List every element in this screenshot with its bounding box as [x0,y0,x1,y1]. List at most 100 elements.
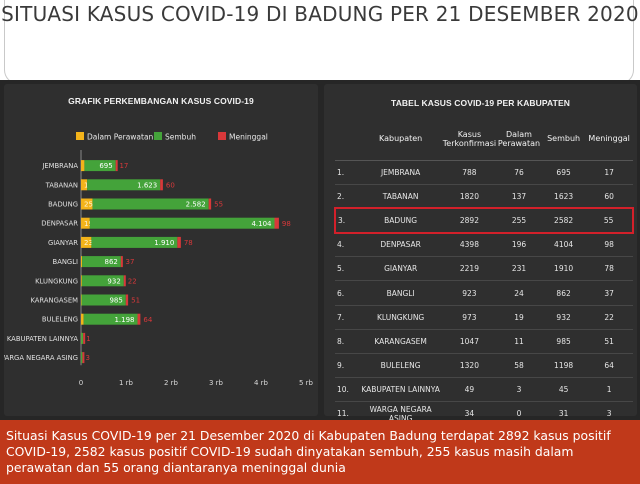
bar-value-label: 4.104 [251,220,272,228]
category-label: GIANYAR [48,239,78,247]
bar-value-label: 932 [107,277,120,285]
cell-kabupaten: JEMBRANA [358,160,443,185]
table-row: 10. KABUPATEN LAINNYA 49 3 45 1 [335,377,633,403]
bar-segment [81,198,93,210]
cell-deaths: 60 [585,184,633,209]
table-title: TABEL KASUS COVID-19 PER KABUPATEN [391,98,570,108]
bar-segment [89,217,275,229]
cell-in-care: 58 [496,353,542,379]
cell-recovered: 695 [541,160,586,185]
cell-kabupaten: BULELENG [358,353,443,379]
cell-deaths: 78 [585,256,633,282]
cell-deaths: 17 [585,160,633,185]
bar-segment [82,256,121,268]
x-tick-label: 0 [79,379,83,387]
cell-recovered: 45 [541,377,586,403]
caption-text: Situasi Kasus COVID-19 per 21 Desember 2… [6,428,611,475]
x-tick-label: 1 rb [119,379,134,387]
table-row: 6. BANGLI 923 24 862 37 [335,280,633,306]
cell-confirmed: 4398 [442,232,497,258]
cell-no: 7. [335,305,359,330]
bar-chart: Dalam PerawatanSembuhMeninggalJEMBRANA76… [4,132,314,387]
cell-kabupaten: TABANAN [358,184,443,209]
table-row: 1. JEMBRANA 788 76 695 17 [335,160,633,185]
legend-swatch [154,132,162,140]
cell-no: 2. [335,184,359,209]
cell-recovered: 1623 [541,184,586,209]
cell-no: 6. [335,280,359,306]
cell-deaths: 64 [585,353,633,379]
cell-no: 4. [335,232,359,258]
cell-in-care: 196 [496,232,542,258]
cell-in-care: 137 [496,184,542,209]
x-tick-label: 2 rb [164,379,179,387]
bar-segment [82,352,85,364]
bar-segment [83,332,86,344]
cell-no: 3. [333,207,359,234]
table-row: 2. TABANAN 1820 137 1623 60 [335,184,633,209]
table-row: 9. BULELENG 1320 58 1198 64 [335,353,633,379]
bar-segment [115,160,118,172]
cell-in-care: 76 [496,160,542,185]
table-row: 4. DENPASAR 4398 196 4104 98 [335,232,633,258]
bar-segment [177,236,181,248]
cell-no: 10. [335,377,359,403]
bar-segment [81,313,84,325]
category-label: KLUNGKUNG [35,277,78,285]
bar-segment [81,332,84,344]
cell-no: 5. [335,256,359,282]
header-no [335,118,359,161]
table-row: 8. KARANGASEM 1047 11 985 51 [335,329,633,355]
cell-in-care: 24 [496,280,542,306]
bar-segment [81,217,90,229]
cell-recovered: 1910 [541,256,586,282]
cell-deaths: 98 [585,232,633,258]
x-tick-label: 5 rb [299,379,314,387]
bar-value-label: 64 [143,316,152,324]
category-label: DENPASAR [41,220,78,228]
cell-confirmed: 788 [442,160,497,185]
table-row: 7. KLUNGKUNG 973 19 932 22 [335,305,633,330]
chart-title: GRAFIK PERKEMBANGAN KASUS COVID-19 [68,96,254,106]
cell-recovered: 4104 [541,232,586,258]
cell-deaths: 22 [585,305,633,330]
cell-confirmed: 973 [442,305,497,330]
bar-segment [81,294,82,306]
cell-kabupaten: KLUNGKUNG [358,305,443,330]
page-title: SITUASI KASUS COVID-19 DI BADUNG PER 21 … [1,2,639,26]
bar-value-label: 22 [128,277,137,285]
bar-segment [137,313,141,325]
bar-segment [81,294,126,306]
cell-recovered: 862 [541,280,586,306]
bar-value-label: 78 [184,239,193,247]
title-card [4,0,634,84]
bar-segment [120,256,123,268]
bar-value-label: 55 [214,201,223,209]
table-header-row: Kabupaten Kasus Terkonfirmasi Dalam Pera… [335,118,633,161]
cell-confirmed: 1047 [442,329,497,355]
category-label: BANGLI [53,258,78,266]
bar-value-label: 2.582 [186,201,206,209]
bar-value-label: 17 [119,162,128,170]
bar-segment [81,236,92,248]
table-panel: TABEL KASUS COVID-19 PER KABUPATEN Kabup… [324,84,637,427]
cell-recovered: 932 [541,305,586,330]
cell-confirmed: 2219 [442,256,497,282]
bar-value-label: 1.623 [137,181,157,189]
cell-deaths: 55 [585,207,634,234]
cell-kabupaten: BADUNG [358,207,443,234]
cell-in-care: 231 [496,256,542,282]
cell-kabupaten: KARANGASEM [358,329,443,355]
bar-segment [208,198,212,210]
bar-value-label: 255 [84,201,97,209]
cell-deaths: 37 [585,280,633,306]
bar-segment [92,198,209,210]
header-kabupaten: Kabupaten [358,118,443,161]
bar-segment [81,179,88,191]
x-tick-label: 3 rb [209,379,224,387]
bar-value-label: 1.910 [154,239,174,247]
cell-in-care: 255 [496,207,542,234]
bar-value-label: 695 [99,162,112,170]
category-label: WARGA NEGARA ASING [4,354,78,362]
cell-confirmed: 1320 [442,353,497,379]
